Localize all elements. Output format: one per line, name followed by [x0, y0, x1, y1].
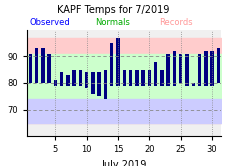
Bar	[103, 70, 107, 99]
Text: Normals: Normals	[95, 18, 130, 27]
Bar	[147, 70, 151, 86]
Bar	[166, 54, 169, 86]
Bar	[53, 80, 57, 86]
Bar	[216, 48, 219, 83]
Bar	[178, 54, 182, 83]
Bar	[78, 70, 82, 86]
Bar	[122, 70, 126, 86]
Bar	[66, 75, 69, 86]
Bar	[135, 70, 138, 86]
X-axis label: July 2019: July 2019	[101, 160, 146, 166]
Bar	[153, 62, 157, 86]
Bar	[209, 51, 213, 86]
Bar	[97, 72, 101, 96]
Bar	[85, 72, 88, 88]
Bar	[72, 70, 76, 86]
Text: Records: Records	[159, 18, 192, 27]
Bar	[47, 54, 51, 83]
Bar	[160, 70, 163, 86]
Bar	[41, 48, 44, 83]
Bar	[35, 48, 38, 83]
Bar	[184, 54, 188, 86]
Bar	[110, 43, 113, 86]
Bar	[60, 72, 63, 86]
Bar	[128, 70, 132, 86]
Bar	[116, 38, 119, 86]
Bar	[172, 51, 176, 86]
Bar	[28, 54, 32, 83]
Bar	[203, 51, 207, 86]
Text: KAPF Temps for 7/2019: KAPF Temps for 7/2019	[56, 5, 169, 15]
Bar	[197, 54, 200, 86]
Bar	[91, 72, 94, 94]
Bar	[191, 83, 194, 86]
Bar	[141, 70, 144, 86]
Text: Observed: Observed	[29, 18, 70, 27]
